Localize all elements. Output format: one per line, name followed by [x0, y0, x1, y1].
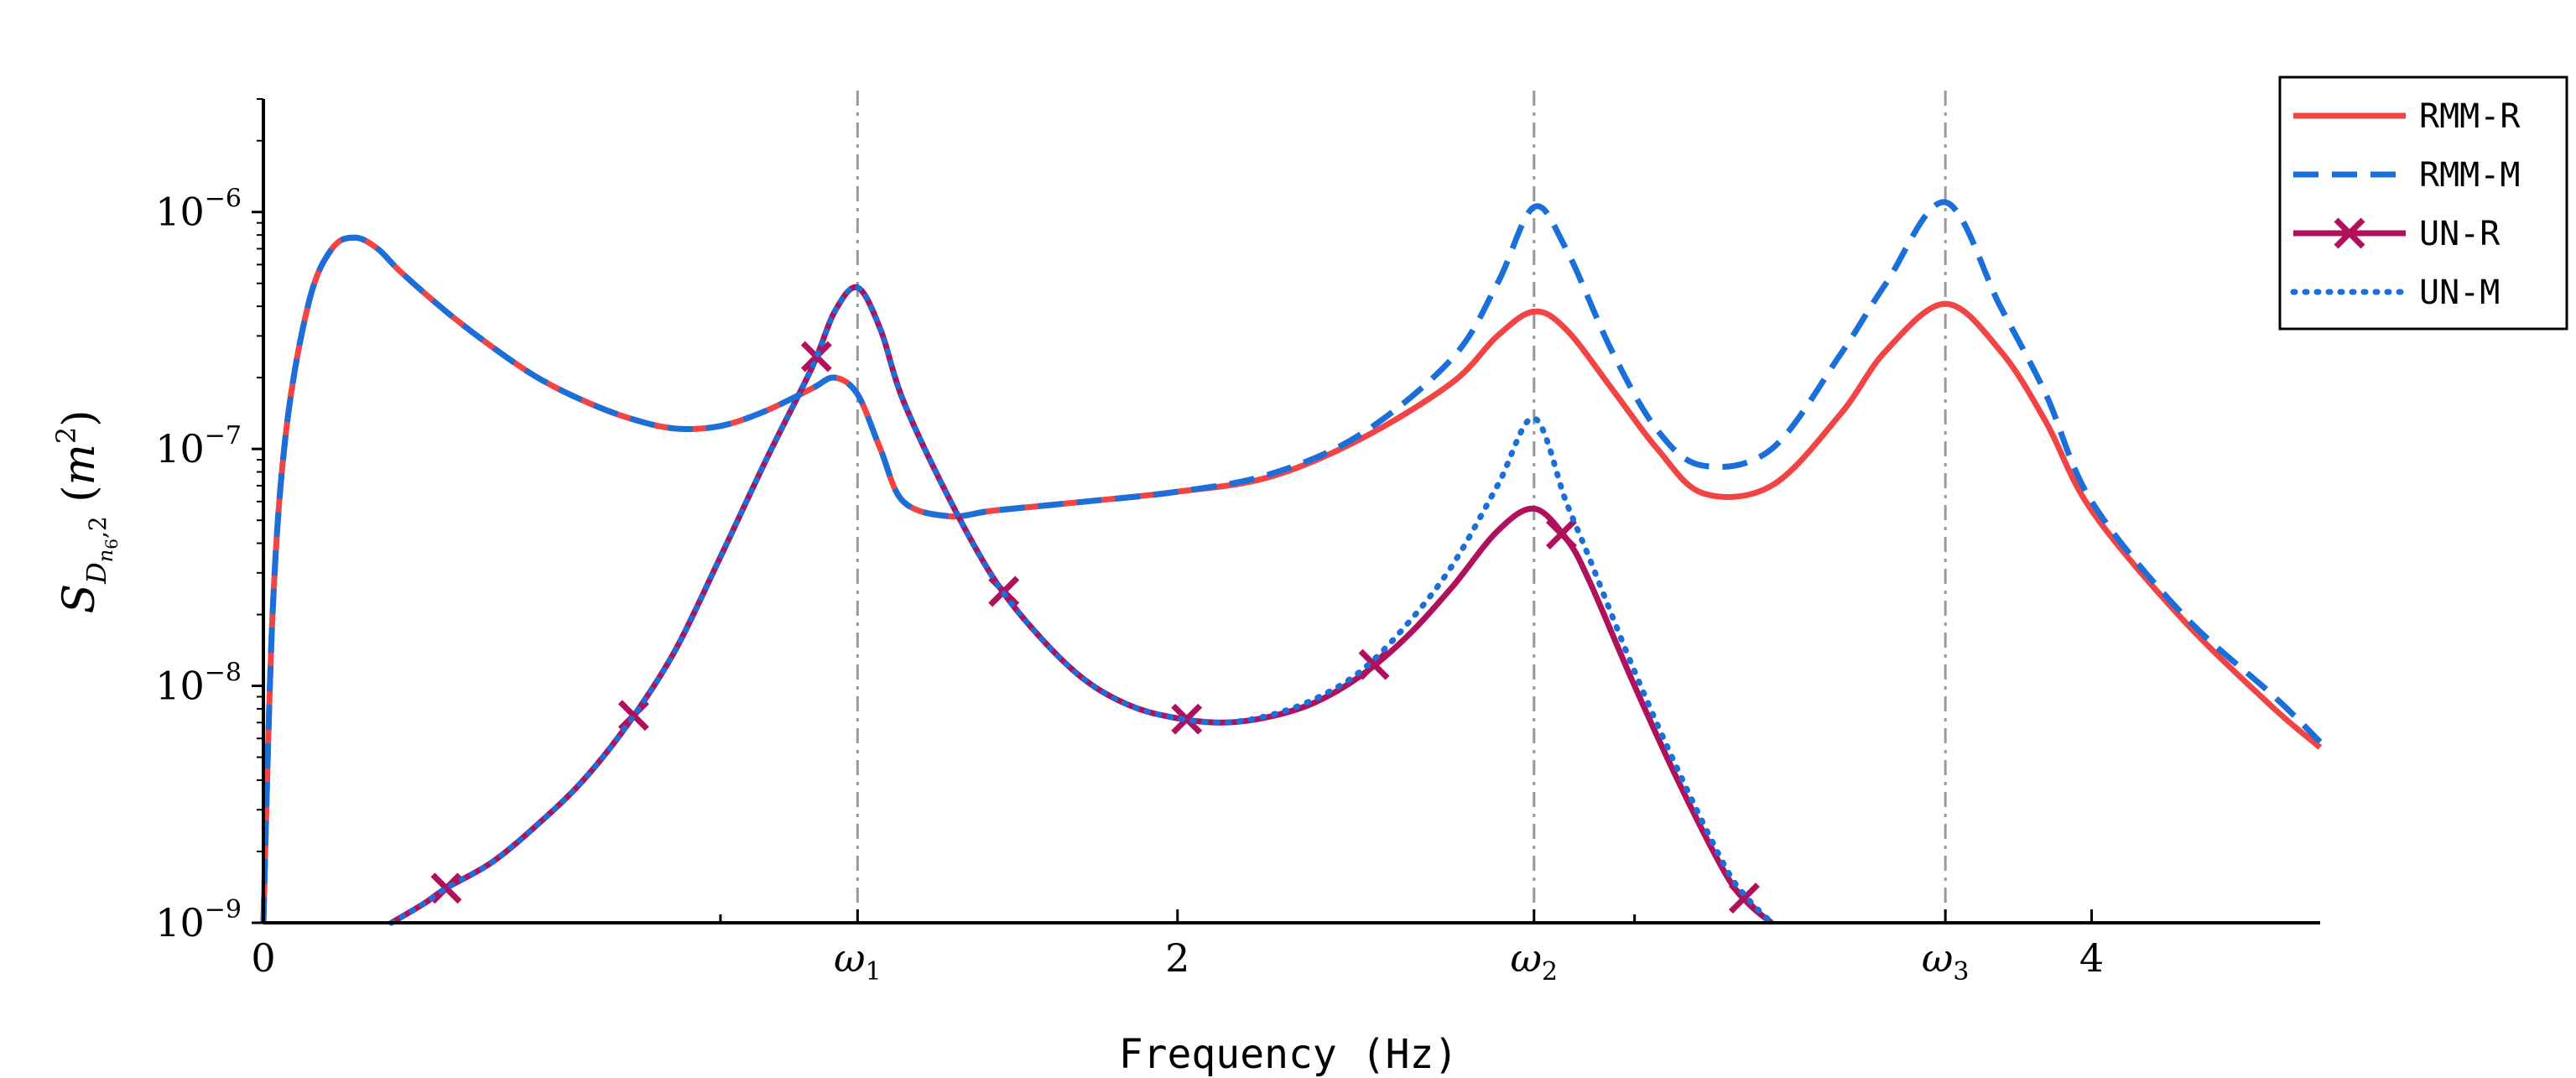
legend-label-un-r: UN-R: [2419, 215, 2501, 253]
legend-label-un-m: UN-M: [2419, 273, 2500, 312]
x-tick-label-4: ω2: [1510, 935, 1558, 987]
x-tick-label-1: 0: [251, 935, 275, 981]
series-line-un-m: [388, 284, 1775, 926]
x-tick-label-3: 2: [1165, 935, 1189, 981]
series-marker-un-r-2: [617, 700, 649, 732]
series-marker-un-r-7: [1546, 518, 1577, 549]
legend-label-rmm-m: RMM-M: [2419, 156, 2520, 195]
x-ticks: 0 ω1 2 ω2 ω3 4: [251, 909, 2104, 987]
y-axis-label: SDn6,2 (m2): [50, 410, 122, 614]
series-line-un-r: [389, 284, 1774, 926]
series-layer: [260, 199, 2323, 926]
legend-label-rmm-r: RMM-R: [2419, 97, 2521, 136]
y-tick-label-2: 10−8: [155, 659, 242, 709]
series-line-rmm-m: [260, 199, 2323, 924]
x-tick-label-2: ω1: [834, 935, 882, 987]
series-marker-un-r-5: [1171, 703, 1203, 735]
axes: [262, 99, 2320, 924]
legend-marker-un-r: [2334, 217, 2365, 249]
series-line-rmm-r: [260, 234, 2323, 924]
y-tick-label-4: 10−6: [155, 185, 242, 235]
x-axis-label: Frequency (Hz): [1119, 1031, 1459, 1078]
series-marker-un-r-1: [430, 872, 462, 904]
x-tick-label-6: 4: [2079, 935, 2104, 981]
y-tick-label-3: 10−7: [155, 421, 242, 471]
series-marker-un-r-8: [1728, 883, 1760, 914]
y-ticks: 10−9 10−8 10−7 10−6: [155, 98, 263, 945]
x-tick-label-5: ω3: [1922, 935, 1970, 987]
y-tick-label-1: 10−9: [155, 895, 242, 945]
legend: RMM-R RMM-M UN-R UN-M: [2278, 76, 2568, 331]
legend-box: [2278, 76, 2568, 331]
series-marker-un-r-6: [1358, 648, 1390, 680]
y-axis-label-text: SDn6,2 (m2): [50, 410, 122, 614]
